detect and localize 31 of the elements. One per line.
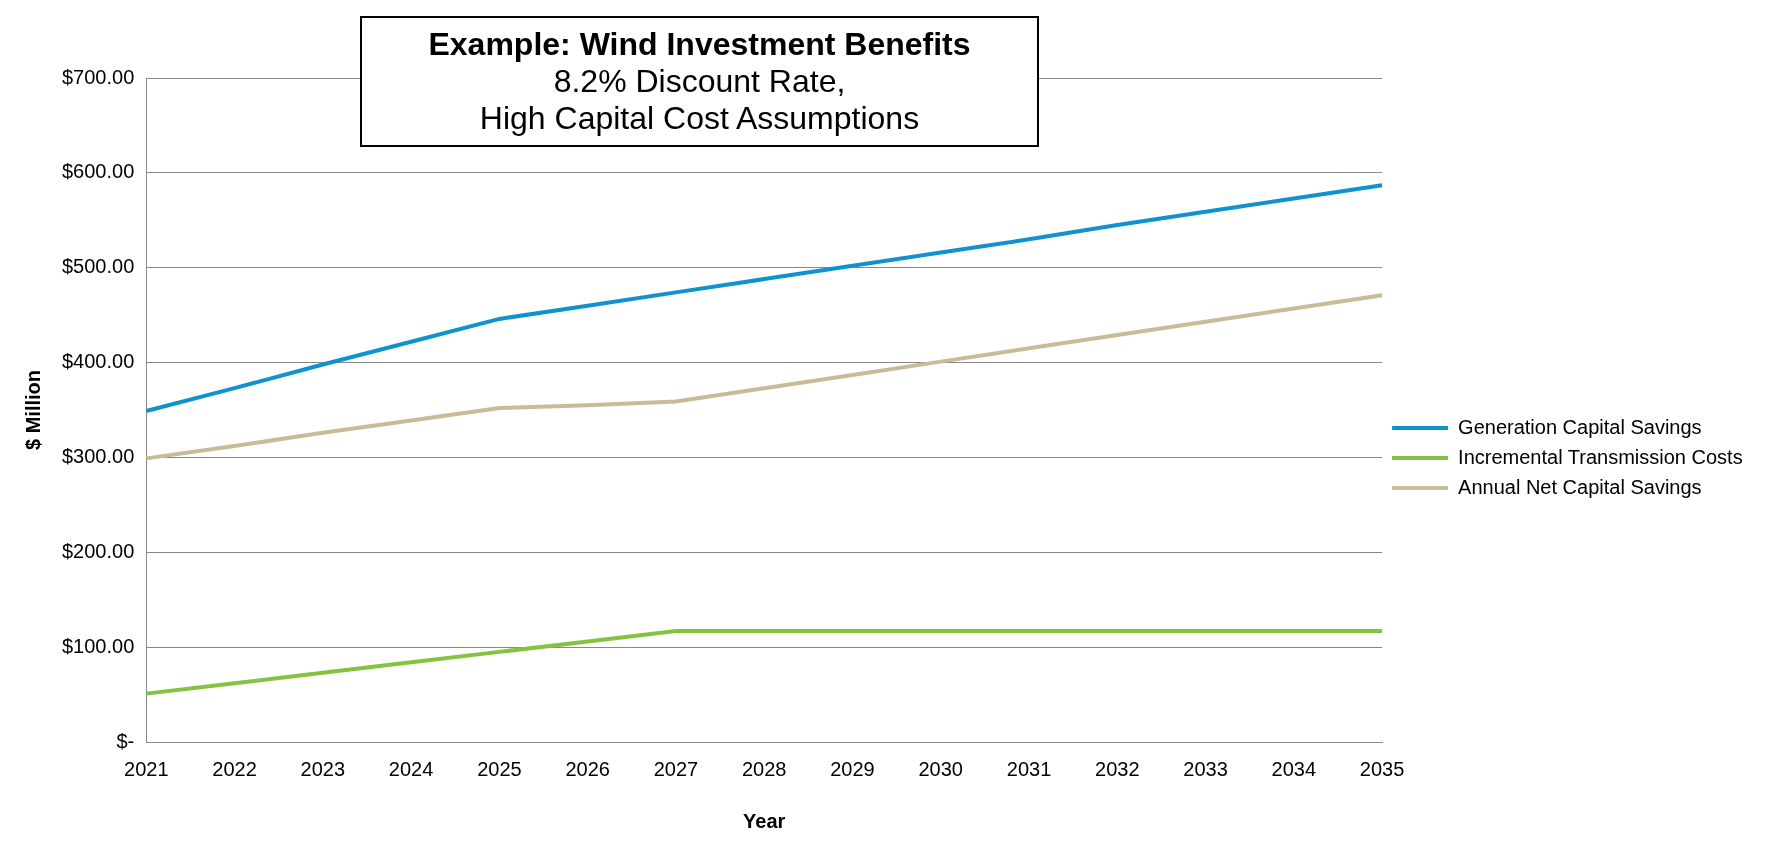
- title-box: Example: Wind Investment Benefits 8.2% Discount Rate, High Capital Cost Assumptions: [360, 16, 1039, 147]
- x-tick-label: 2026: [565, 757, 610, 780]
- legend-label: Generation Capital Savings: [1458, 415, 1702, 438]
- x-tick-label: 2030: [918, 757, 963, 780]
- x-tick-label: 2034: [1271, 757, 1317, 780]
- x-tick-label: 2032: [1095, 757, 1140, 780]
- legend-label: Incremental Transmission Costs: [1458, 445, 1743, 468]
- y-tick-label: $-: [116, 729, 135, 752]
- legend-label: Annual Net Capital Savings: [1458, 475, 1702, 498]
- x-tick-label: 2022: [212, 757, 257, 780]
- x-tick-label: 2028: [741, 757, 787, 780]
- x-tick-label: 2021: [124, 757, 169, 780]
- x-tick-label: 2033: [1183, 757, 1228, 780]
- y-tick-label: $700.00: [62, 65, 135, 88]
- x-axis-title: Year: [743, 809, 786, 832]
- x-tick-label: 2025: [477, 757, 522, 780]
- y-tick-label: $600.00: [62, 160, 135, 183]
- chart-subtitle: 8.2% Discount Rate, High Capital Cost Assumptions: [478, 63, 921, 137]
- x-tick-label: 2023: [300, 757, 346, 780]
- y-tick-label: $300.00: [62, 444, 135, 467]
- chart-title: Example: Wind Investment Benefits: [427, 26, 972, 63]
- x-tick-label: 2027: [653, 757, 699, 780]
- y-tick-label: $100.00: [62, 634, 135, 657]
- x-tick-label: 2031: [1006, 757, 1052, 780]
- y-tick-label: $400.00: [62, 350, 135, 373]
- y-tick-label: $500.00: [62, 255, 135, 278]
- y-axis-title: $ Million: [21, 370, 44, 450]
- x-tick-label: 2035: [1359, 757, 1405, 780]
- x-tick-label: 2029: [830, 757, 875, 780]
- y-tick-label: $200.00: [62, 539, 135, 562]
- x-tick-label: 2024: [388, 757, 434, 780]
